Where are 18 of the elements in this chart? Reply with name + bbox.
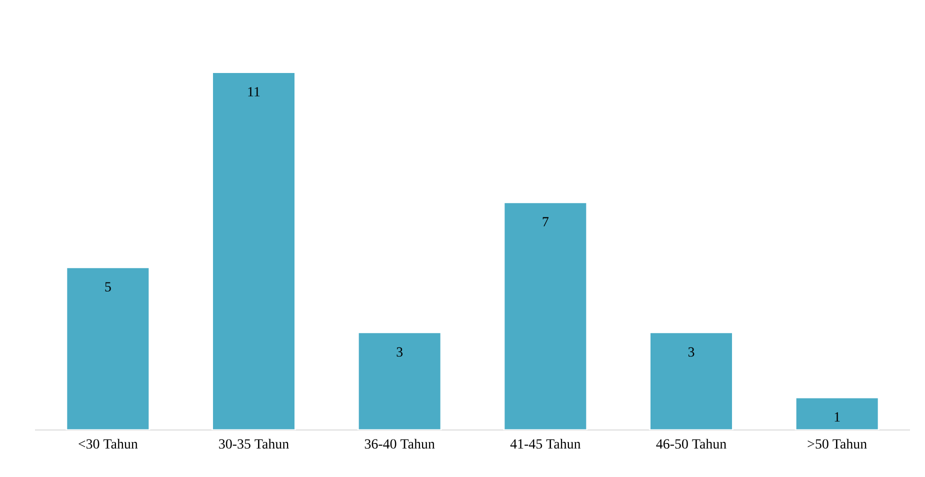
x-tick-label: 46-50 Tahun bbox=[656, 438, 726, 449]
data-label: 5 bbox=[105, 282, 111, 292]
x-tick-label: 36-40 Tahun bbox=[364, 438, 435, 449]
x-tick-label: <30 Tahun bbox=[78, 438, 138, 449]
bar bbox=[649, 332, 734, 430]
data-label: 3 bbox=[396, 347, 403, 357]
bar bbox=[212, 71, 296, 430]
bar bbox=[357, 332, 442, 430]
data-label: 7 bbox=[542, 217, 549, 226]
x-tick-label: 41-45 Tahun bbox=[510, 438, 581, 449]
bar bbox=[794, 396, 880, 430]
data-label: 1 bbox=[834, 412, 840, 422]
bar bbox=[66, 266, 150, 430]
x-tick-label: 30-35 Tahun bbox=[219, 438, 289, 449]
x-tick-label: >50 Tahun bbox=[808, 438, 867, 449]
data-label: 3 bbox=[688, 347, 694, 357]
bar bbox=[503, 202, 588, 430]
data-label: 11 bbox=[248, 87, 260, 96]
